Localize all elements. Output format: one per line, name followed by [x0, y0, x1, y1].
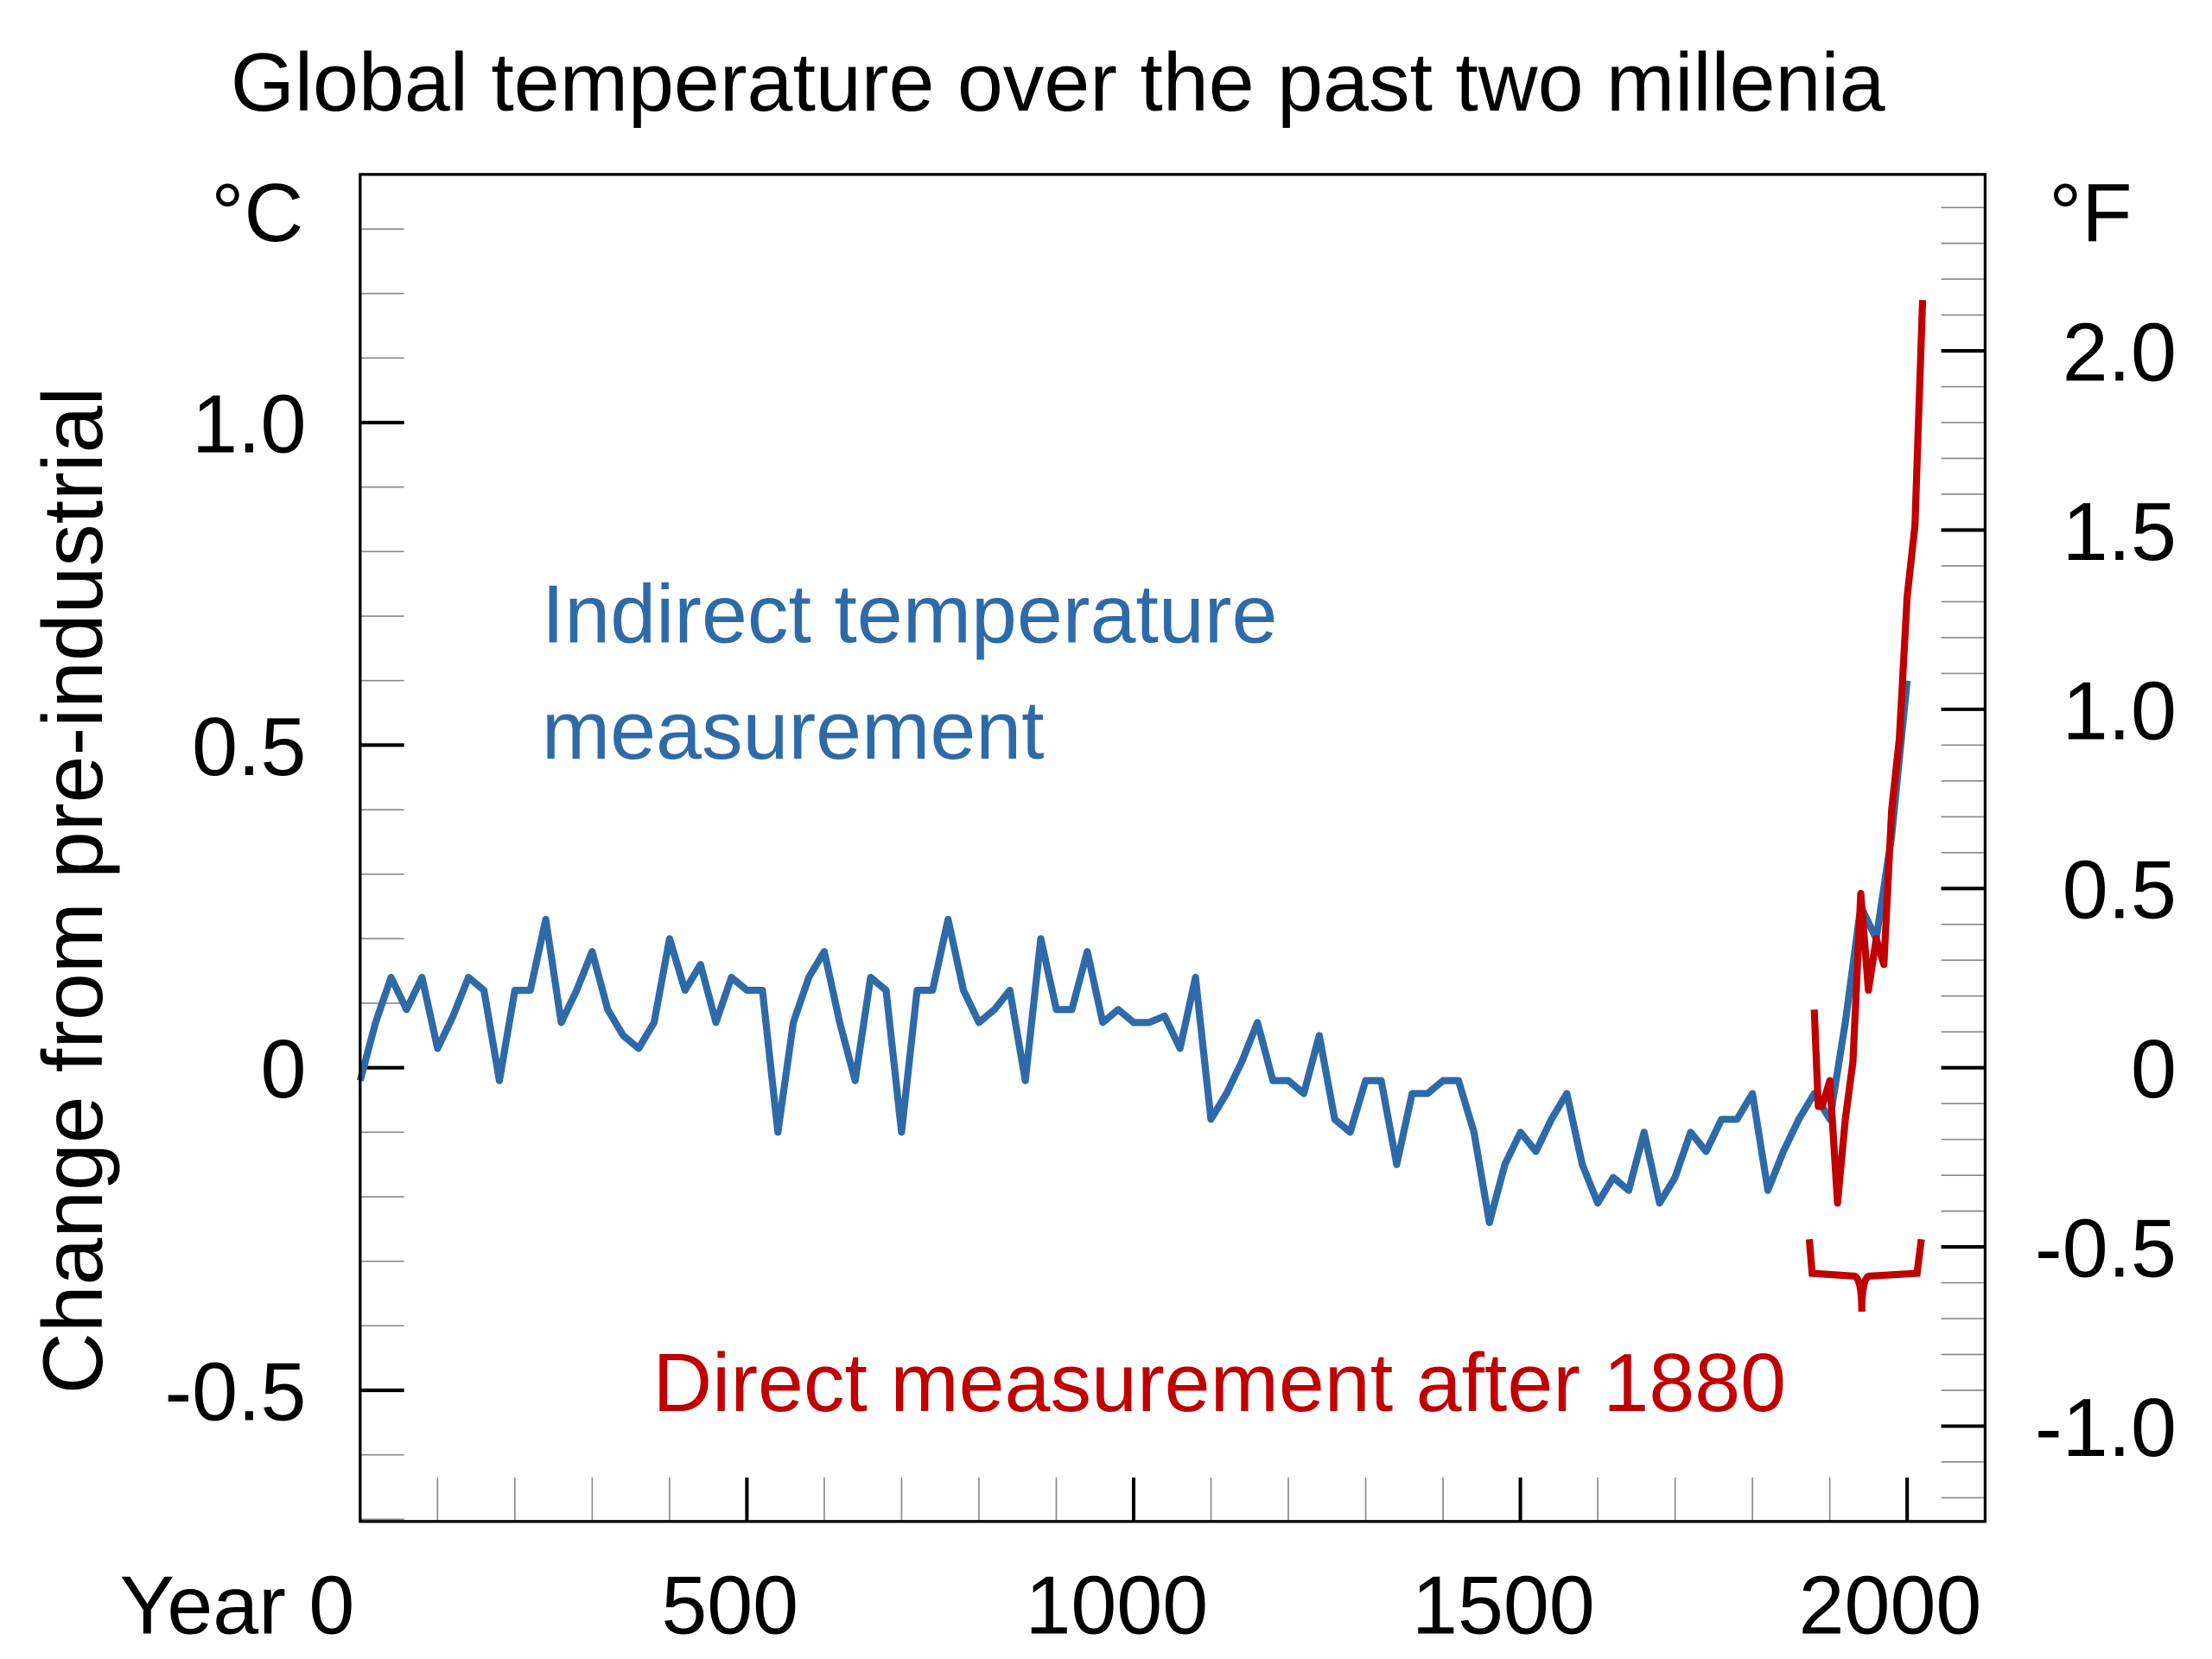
y-left-tick-label: 0 — [261, 1024, 307, 1116]
plot-frame — [359, 173, 1987, 1523]
y-left-tick-label: 0.5 — [192, 702, 306, 793]
y-right-tick-label: 1.5 — [2063, 486, 2177, 578]
unit-fahrenheit: °F — [2049, 168, 2132, 259]
y-right-tick-label: 2.0 — [2063, 308, 2177, 399]
y-right-tick-label: 1.0 — [2063, 665, 2177, 757]
x-tick-label: 2000 — [1799, 1560, 1982, 1651]
x-tick-label: 1000 — [1025, 1560, 1208, 1651]
y-right-tick-label: -1.0 — [2035, 1382, 2177, 1474]
direct-measurement-bracket — [1805, 1238, 1925, 1312]
x-tick-label: Year 0 — [120, 1560, 355, 1651]
y-right-tick-label: -0.5 — [2035, 1204, 2177, 1295]
legend-direct: Direct measurement after 1880 — [652, 1338, 1786, 1429]
direct-measurement-line — [1810, 300, 1927, 1207]
chart-title: Global temperature over the past two mil… — [231, 37, 1885, 129]
y-left-tick-label: 1.0 — [192, 378, 306, 470]
legend-indirect-line2: measurement — [542, 685, 1045, 777]
y-right-tick-label: 0 — [2131, 1024, 2177, 1116]
x-tick-label: 500 — [661, 1560, 798, 1651]
unit-celsius: °C — [211, 168, 303, 259]
x-tick-label: 1500 — [1412, 1560, 1595, 1651]
y-axis-label: Change from pre-industrial — [25, 387, 120, 1395]
y-right-tick-label: 0.5 — [2063, 845, 2177, 937]
legend-indirect-line1: Indirect temperature — [542, 569, 1278, 660]
y-left-tick-label: -0.5 — [164, 1346, 306, 1438]
